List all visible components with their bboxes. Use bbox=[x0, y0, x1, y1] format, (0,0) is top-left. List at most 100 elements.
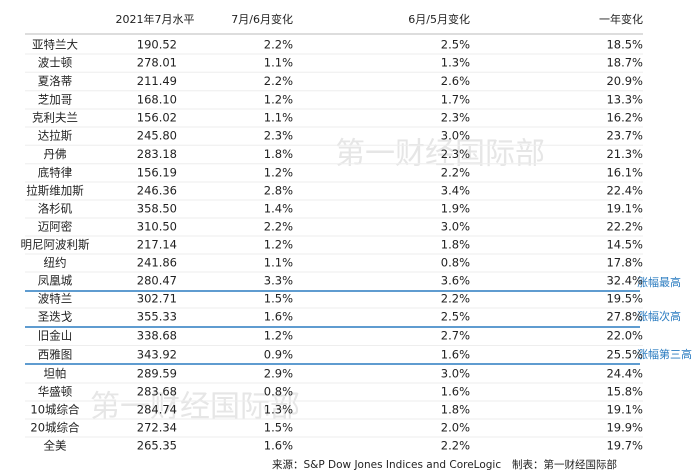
cell: 25.5% bbox=[606, 348, 643, 362]
row-label: 10城综合 bbox=[30, 403, 80, 417]
row-label: 纽约 bbox=[44, 256, 67, 270]
cell: 1.9% bbox=[441, 202, 470, 216]
row-label: 亚特兰大 bbox=[32, 38, 78, 52]
cell: 32.4% bbox=[606, 274, 643, 288]
row-label: 拉斯维加斯 bbox=[26, 184, 84, 198]
row-label: 华盛顿 bbox=[38, 385, 73, 399]
source: 来源：S&P Dow Jones Indices and CoreLogic bbox=[272, 458, 501, 471]
cell: 14.5% bbox=[606, 238, 643, 252]
cell: 1.4% bbox=[264, 202, 293, 216]
cell: 278.01 bbox=[137, 56, 177, 70]
cell: 245.80 bbox=[137, 129, 177, 143]
cell: 284.74 bbox=[137, 403, 177, 417]
row-label: 迈阿密 bbox=[38, 220, 73, 234]
cell: 1.6% bbox=[264, 439, 293, 453]
cell: 280.47 bbox=[137, 274, 177, 288]
row-label: 底特律 bbox=[38, 166, 73, 180]
row-label: 坦帕 bbox=[44, 367, 67, 381]
cell: 2.2% bbox=[264, 74, 293, 88]
row-label: 西雅图 bbox=[38, 348, 73, 362]
cell: 343.92 bbox=[137, 348, 177, 362]
cell: 2.6% bbox=[441, 74, 470, 88]
cell: 1.8% bbox=[264, 147, 293, 161]
cell: 27.8% bbox=[606, 310, 643, 324]
cell: 2.9% bbox=[264, 367, 293, 381]
row-label: 洛杉矶 bbox=[38, 202, 73, 216]
cell: 168.10 bbox=[137, 93, 177, 107]
side-label: 涨幅次高 bbox=[637, 309, 681, 323]
cell: 265.35 bbox=[137, 439, 177, 453]
cell: 310.50 bbox=[137, 220, 177, 234]
cell: 1.1% bbox=[264, 256, 293, 270]
cell: 20.9% bbox=[606, 74, 643, 88]
cell: 23.7% bbox=[606, 129, 643, 143]
cell: 358.50 bbox=[137, 202, 177, 216]
cell: 1.5% bbox=[264, 421, 293, 435]
cell: 2.5% bbox=[441, 38, 470, 52]
cell: 0.8% bbox=[264, 385, 293, 399]
row-label: 夏洛蒂 bbox=[38, 74, 73, 88]
cell: 2.0% bbox=[441, 421, 470, 435]
cell: 2.2% bbox=[441, 166, 470, 180]
cell: 1.7% bbox=[441, 93, 470, 107]
column-header: 6月/5月变化 bbox=[408, 12, 470, 26]
cell: 22.4% bbox=[606, 184, 643, 198]
cell: 3.0% bbox=[441, 129, 470, 143]
row-label: 丹佛 bbox=[44, 147, 67, 161]
cell: 1.5% bbox=[264, 292, 293, 306]
row-label: 波士顿 bbox=[38, 56, 73, 70]
cell: 1.2% bbox=[264, 166, 293, 180]
cell: 18.7% bbox=[606, 56, 643, 70]
column-header: 2021年7月水平 bbox=[116, 12, 195, 26]
cell: 3.6% bbox=[441, 274, 470, 288]
cell: 217.14 bbox=[137, 238, 177, 252]
cell: 246.36 bbox=[137, 184, 177, 198]
cell: 3.0% bbox=[441, 220, 470, 234]
cell: 19.1% bbox=[606, 403, 643, 417]
cell: 1.3% bbox=[441, 56, 470, 70]
column-header: 一年变化 bbox=[599, 12, 643, 26]
cell: 1.6% bbox=[441, 385, 470, 399]
cell: 19.5% bbox=[606, 292, 643, 306]
cell: 355.33 bbox=[137, 310, 177, 324]
cell: 2.3% bbox=[441, 111, 470, 125]
cell: 1.3% bbox=[264, 403, 293, 417]
cell: 16.1% bbox=[606, 166, 643, 180]
cell: 2.2% bbox=[441, 292, 470, 306]
cell: 241.86 bbox=[137, 256, 177, 270]
side-label: 涨幅第三高 bbox=[637, 347, 692, 361]
row-label: 明尼阿波利斯 bbox=[21, 238, 90, 252]
column-header: 7月/6月变化 bbox=[231, 12, 293, 26]
cell: 17.8% bbox=[606, 256, 643, 270]
row-label: 克利夫兰 bbox=[32, 111, 78, 125]
cell: 15.8% bbox=[606, 385, 643, 399]
cell: 2.8% bbox=[264, 184, 293, 198]
cell: 302.71 bbox=[137, 292, 177, 306]
row-label: 凤凰城 bbox=[38, 274, 73, 288]
credit: 制表：第一财经国际部 bbox=[512, 458, 617, 471]
cell: 211.49 bbox=[137, 74, 177, 88]
cell: 3.0% bbox=[441, 367, 470, 381]
watermark: 第一财经国际部 bbox=[335, 137, 545, 172]
cell: 2.5% bbox=[441, 310, 470, 324]
cell: 13.3% bbox=[606, 93, 643, 107]
cell: 1.6% bbox=[264, 310, 293, 324]
cell: 2.3% bbox=[264, 129, 293, 143]
row-label: 芝加哥 bbox=[38, 93, 73, 107]
cell: 2.2% bbox=[264, 220, 293, 234]
cell: 19.9% bbox=[606, 421, 643, 435]
cell: 22.0% bbox=[606, 329, 643, 343]
row-label: 20城综合 bbox=[30, 421, 80, 435]
cell: 1.8% bbox=[441, 403, 470, 417]
side-label: 涨幅最高 bbox=[637, 275, 681, 289]
row-label: 旧金山 bbox=[38, 329, 73, 343]
cell: 1.1% bbox=[264, 56, 293, 70]
cell: 24.4% bbox=[606, 367, 643, 381]
row-label: 波特兰 bbox=[38, 292, 73, 306]
cell: 156.02 bbox=[137, 111, 177, 125]
cell: 1.2% bbox=[264, 329, 293, 343]
cell: 190.52 bbox=[137, 38, 177, 52]
cell: 2.3% bbox=[441, 147, 470, 161]
